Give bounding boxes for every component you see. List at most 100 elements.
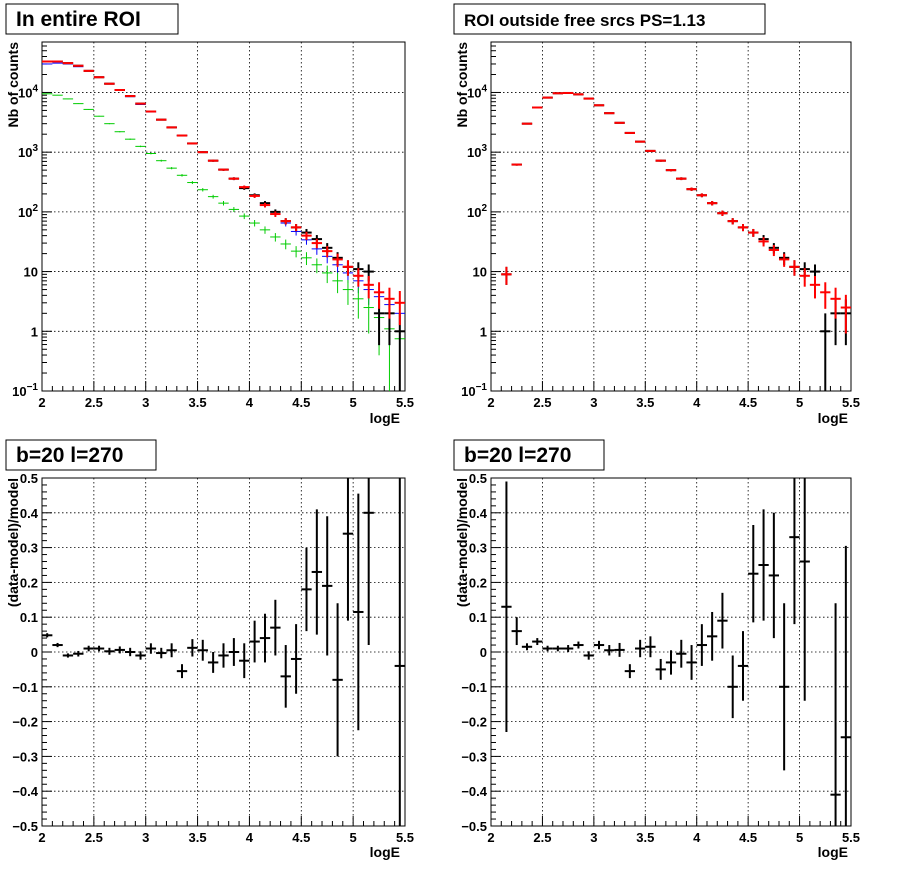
y-tick-label: 1 (480, 324, 487, 339)
x-tick-label: 4.5 (739, 830, 757, 845)
title-box (5, 439, 157, 471)
x-tick-label: 5 (350, 830, 357, 845)
x-tick-label: 5 (350, 395, 357, 410)
x-tick-label: 2.5 (85, 395, 103, 410)
x-tick-label: 2.5 (533, 830, 551, 845)
y-tick-label: 0.1 (469, 610, 487, 625)
x-tick-label: 5.5 (842, 395, 860, 410)
y-tick-label: 0.3 (469, 541, 487, 556)
chart-title: ROI outside free srcs PS=1.13 (464, 11, 705, 30)
x-tick-label: 2.5 (533, 395, 551, 410)
x-tick-label: 3.5 (636, 830, 654, 845)
y-tick-label: 0.2 (469, 575, 487, 590)
y-axis-ticks (42, 477, 52, 827)
x-tick-label: 3.5 (189, 830, 207, 845)
x-tick-label: 5 (796, 395, 803, 410)
chart-panel-3: 2 2.5 3 3.5 4 4.5 5 5.5 −0.5 −0.4 −0.3 −0.2 −0.1 0 0.1… (5, 439, 414, 860)
y-tick-label: 0.1 (20, 610, 38, 625)
plot-grid (42, 42, 405, 391)
y-tick-label: 0 (480, 645, 487, 660)
chart-panel-1: 2 2.5 3 3.5 4 4.5 5 5.5 10−1 1 10 102 103 104 logE Nb o… (5, 3, 414, 426)
y-axis-ticks (42, 41, 52, 392)
y-tick-label: 102 (18, 203, 38, 220)
data-series-2 (501, 91, 851, 334)
y-tick-label: 104 (18, 83, 38, 100)
x-tick-label: 2.5 (85, 830, 103, 845)
plot-frame (490, 41, 852, 392)
y-tick-label: 104 (467, 83, 487, 100)
x-tick-label: 2 (38, 830, 45, 845)
y-tick-label: 102 (467, 203, 487, 220)
x-tick-label: 3 (142, 395, 149, 410)
y-tick-label: 0.4 (20, 506, 39, 521)
y-tick-label: 10−1 (461, 382, 487, 399)
y-tick-label: −0.2 (12, 715, 38, 730)
x-axis-title: logE (370, 844, 400, 860)
x-tick-label: 3 (590, 830, 597, 845)
x-tick-label: 4.5 (292, 830, 310, 845)
data-series-1 (501, 478, 851, 826)
x-tick-label: 4.5 (292, 395, 310, 410)
plot-grid (491, 42, 851, 391)
y-tick-label: 0.5 (469, 471, 487, 486)
y-axis-title: (data-model)/model (454, 478, 470, 607)
y-axis-ticks (491, 41, 501, 392)
data-series-1 (501, 91, 851, 391)
x-axis-title: logE (818, 844, 848, 860)
x-tick-label: 3 (590, 395, 597, 410)
title-box (5, 3, 179, 35)
x-tick-label: 3.5 (636, 395, 654, 410)
x-tick-label: 2 (487, 830, 494, 845)
y-tick-label: −0.5 (12, 819, 38, 834)
data-series-3 (42, 60, 405, 391)
y-tick-label: 0 (31, 645, 38, 660)
title-box (453, 439, 605, 471)
x-tick-label: 4 (693, 830, 701, 845)
plot-frame (41, 41, 406, 392)
y-tick-label: −0.1 (12, 680, 38, 695)
x-axis-ticks (490, 816, 852, 826)
y-axis-ticks (491, 477, 501, 827)
x-axis-ticks (41, 816, 406, 826)
x-tick-label: 5 (796, 830, 803, 845)
x-tick-label: 5.5 (396, 395, 414, 410)
x-tick-label: 4 (246, 830, 254, 845)
chart-title: b=20 l=270 (464, 444, 571, 467)
y-tick-label: 0.2 (20, 575, 38, 590)
y-tick-label: −0.3 (461, 749, 487, 764)
x-axis-ticks (41, 381, 406, 391)
x-axis-title: logE (370, 410, 400, 426)
y-axis-title: Nb of counts (454, 42, 470, 128)
chart-title: In entire ROI (16, 8, 141, 31)
y-tick-label: 10−1 (12, 382, 38, 399)
y-tick-label: 1 (31, 324, 38, 339)
x-tick-label: 5.5 (842, 830, 860, 845)
y-tick-label: 10 (24, 265, 38, 280)
x-axis-ticks (490, 381, 852, 391)
x-tick-label: 3.5 (189, 395, 207, 410)
y-tick-label: −0.1 (461, 680, 487, 695)
y-tick-label: 103 (467, 143, 487, 160)
y-axis-title: (data-model)/model (5, 478, 21, 607)
x-tick-label: 2 (487, 395, 494, 410)
y-axis-title: Nb of counts (5, 42, 21, 128)
y-tick-label: 0.5 (20, 471, 38, 486)
y-tick-label: 0.4 (469, 506, 488, 521)
plot-grid (42, 478, 405, 826)
plot-grid (491, 478, 851, 826)
y-tick-label: −0.2 (461, 715, 487, 730)
data-series-4 (42, 60, 405, 326)
x-tick-label: 3 (142, 830, 149, 845)
x-tick-label: 4.5 (739, 395, 757, 410)
x-tick-label: 4 (693, 395, 701, 410)
y-tick-label: 103 (18, 143, 38, 160)
data-series-1 (42, 478, 405, 826)
y-tick-label: −0.4 (461, 784, 487, 799)
y-tick-label: −0.5 (461, 819, 487, 834)
title-box (453, 3, 766, 35)
y-tick-label: 0.3 (20, 541, 38, 556)
y-tick-label: −0.4 (12, 784, 38, 799)
data-series-2 (42, 93, 405, 391)
x-tick-label: 4 (246, 395, 254, 410)
